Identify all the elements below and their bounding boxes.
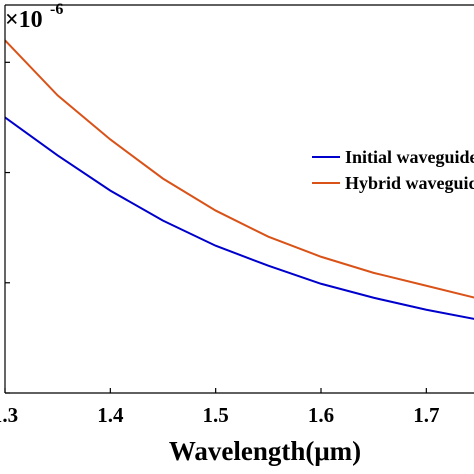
legend-box bbox=[305, 140, 474, 198]
x-tick-label: 1.4 bbox=[97, 403, 124, 427]
x-axis-label: Wavelength(μm) bbox=[169, 436, 361, 466]
series-line bbox=[5, 116, 474, 320]
y-exponent: -6 bbox=[50, 1, 63, 18]
x-tick-label: 1.6 bbox=[308, 403, 334, 427]
x-tick-label: 1.5 bbox=[203, 403, 229, 427]
x-tick-label: 1.7 bbox=[413, 403, 439, 427]
x-tick-label: 1.3 bbox=[0, 403, 18, 427]
legend-label: Hybrid waveguide bbox=[345, 173, 474, 193]
legend-label: Initial waveguide bbox=[345, 147, 474, 167]
y-multiplier: ×10 bbox=[5, 7, 43, 33]
series-line bbox=[5, 39, 474, 299]
